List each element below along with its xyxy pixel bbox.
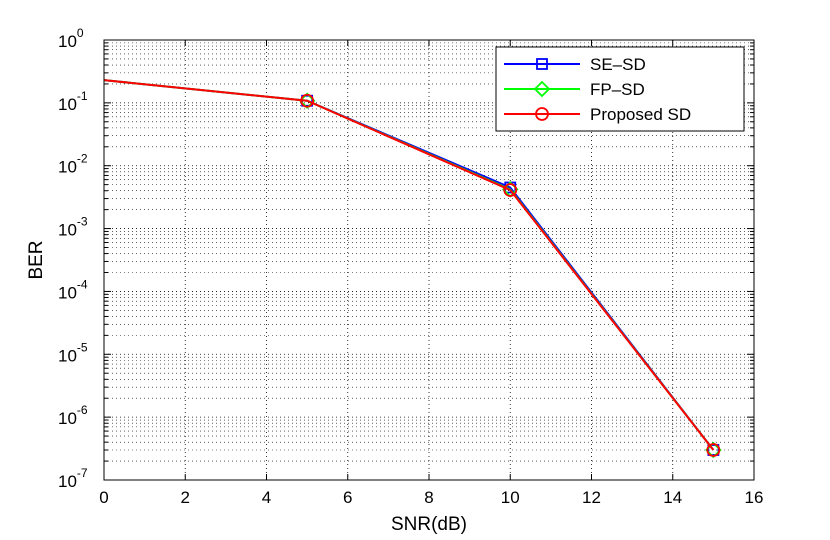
legend-marker-diamond [533,80,551,98]
grid [104,40,754,480]
y-tick-label: 10-7 [58,466,88,491]
x-tick-label: 0 [99,488,108,507]
legend-entry: FP–SD [504,80,645,99]
y-tick-label: 10-3 [58,215,88,240]
x-tick-label: 4 [262,488,271,507]
legend-entry: Proposed SD [504,105,691,124]
legend-label: FP–SD [590,80,645,99]
y-tick-label: 10-2 [58,152,88,177]
x-tick-label: 14 [663,488,682,507]
series-layer [103,79,722,459]
data-point-circle [300,93,315,108]
y-axis-label: BER [26,240,47,279]
y-tick-label: 10-4 [58,277,88,302]
y-tick-label: 10-5 [58,340,88,365]
data-point-circle [706,443,721,457]
series-line [103,79,715,451]
y-tick-label: 100 [58,26,84,51]
x-tick-label: 6 [343,488,352,507]
series-circle [103,79,721,457]
ticks [103,39,755,481]
data-point-circle [503,183,518,197]
x-tick-label: 8 [424,488,433,507]
x-tick-label: 12 [582,488,601,507]
x-tick-label: 16 [745,488,764,507]
series-diamond [103,79,722,459]
x-tick-label: 10 [501,488,520,507]
x-tick-labels: 0 2 4 6 8 10 12 14 16 [99,488,763,507]
legend-entry: SE–SD [504,55,646,74]
series-square [103,79,720,456]
legend-label: SE–SD [590,55,646,74]
legend-marker-square [536,58,548,70]
x-tick-label: 2 [181,488,190,507]
legend-marker-circle [535,107,549,121]
x-axis-label: SNR(dB) [391,514,467,535]
y-tick-label: 10-6 [58,403,88,428]
y-tick-label: 10-1 [58,89,88,114]
legend-label: Proposed SD [590,105,691,124]
data-point-square [707,444,720,456]
legend: SE–SD FP–SD Proposed SD [495,46,745,132]
y-tick-labels: 100 10-1 10-2 10-3 10-4 10-5 10-6 10-7 [58,26,88,491]
